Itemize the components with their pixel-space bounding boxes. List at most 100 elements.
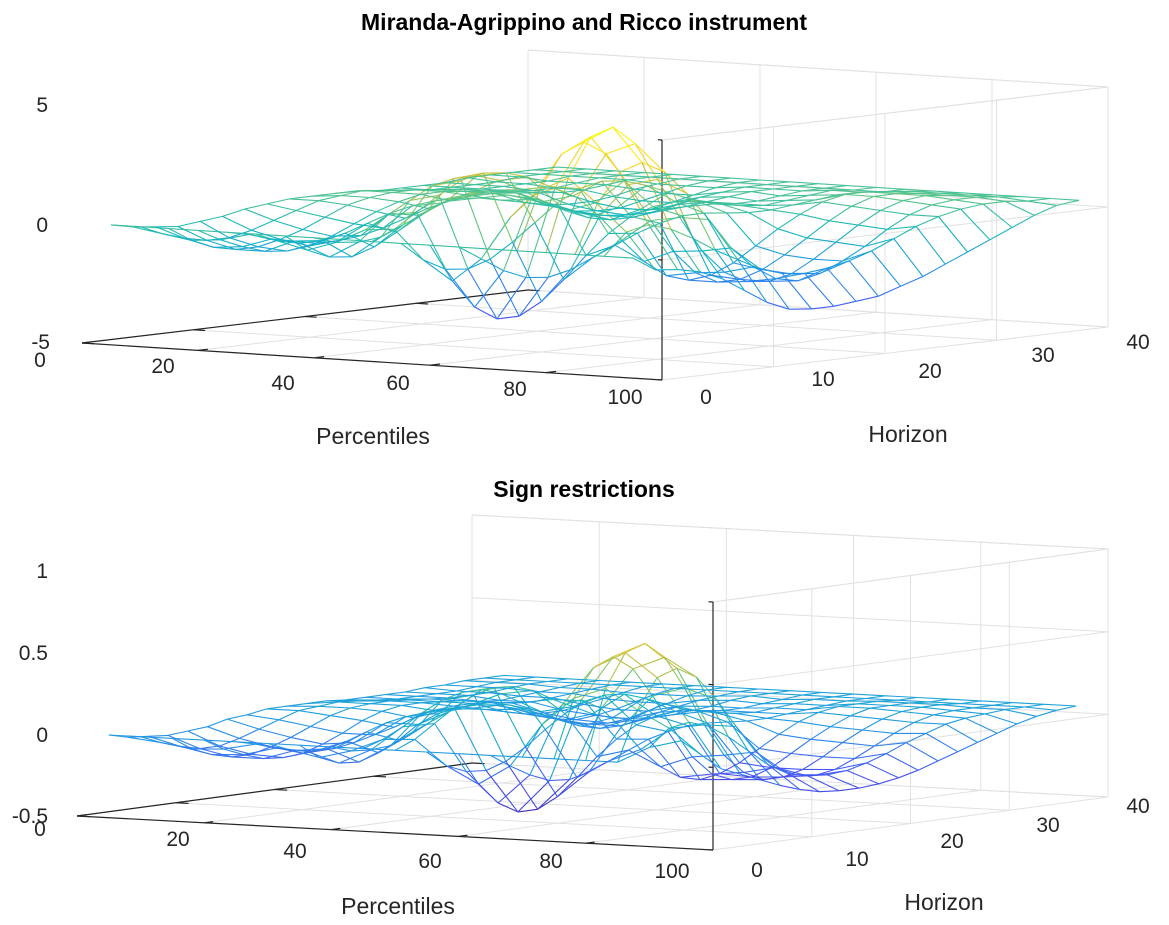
mesh-line xyxy=(969,194,999,198)
mesh-line xyxy=(842,250,872,262)
mesh-line xyxy=(713,203,743,207)
mesh-line xyxy=(882,190,912,193)
mesh-line xyxy=(329,241,359,258)
mesh-line xyxy=(848,260,879,297)
mesh-line xyxy=(1049,197,1080,201)
mesh-line xyxy=(606,143,636,155)
mesh-line xyxy=(825,700,847,706)
mesh-line xyxy=(654,687,675,695)
mesh-line xyxy=(612,188,636,198)
mesh-line xyxy=(414,738,447,767)
mesh-line xyxy=(487,190,517,194)
x-origin-label: 0 xyxy=(34,349,46,372)
mesh-line xyxy=(711,771,744,775)
mesh-line xyxy=(889,702,910,707)
mesh-line xyxy=(937,751,958,762)
mesh-line xyxy=(757,199,787,202)
mesh-line xyxy=(592,172,622,176)
mesh-line xyxy=(835,224,859,243)
mesh-line xyxy=(991,194,1022,198)
mesh-line xyxy=(681,215,712,276)
mesh-line xyxy=(448,694,469,699)
mesh-line xyxy=(838,705,871,709)
mesh-line xyxy=(467,268,498,320)
mesh-line xyxy=(799,788,820,793)
mesh-line xyxy=(599,184,629,217)
mesh-line xyxy=(400,187,430,191)
mesh-line xyxy=(378,189,408,192)
mesh-line xyxy=(541,170,564,175)
mesh-line xyxy=(628,738,649,751)
mesh-line xyxy=(680,773,713,778)
mesh-line xyxy=(203,739,225,750)
mesh-line xyxy=(426,751,459,755)
mesh-line xyxy=(361,710,383,722)
mesh-line xyxy=(710,262,734,276)
mesh-line xyxy=(596,738,617,758)
mesh-line xyxy=(496,176,520,183)
mesh-line xyxy=(691,705,712,712)
mesh-line xyxy=(474,184,504,187)
mesh-line xyxy=(865,697,898,701)
mesh-line xyxy=(444,684,477,688)
mesh-line xyxy=(529,705,563,776)
mesh-line xyxy=(570,175,600,179)
mesh-line xyxy=(921,706,954,712)
mesh-line xyxy=(717,281,747,283)
mesh-line xyxy=(786,711,819,715)
mesh-line xyxy=(632,656,665,670)
mesh-line xyxy=(278,240,308,251)
mesh-line xyxy=(244,203,268,210)
mesh-line xyxy=(610,216,633,221)
mesh-line xyxy=(784,254,814,260)
y-tick-mark xyxy=(373,775,387,778)
mesh-line xyxy=(687,725,721,774)
mesh-line xyxy=(634,143,665,173)
mesh-line xyxy=(744,183,767,188)
x-tick-mark xyxy=(458,834,468,837)
mesh-line xyxy=(921,704,942,708)
mesh-line xyxy=(810,738,843,744)
mesh-line xyxy=(777,213,801,230)
mesh-line xyxy=(266,203,297,212)
mesh-line xyxy=(458,246,489,250)
mesh-line xyxy=(490,174,520,178)
mesh-line xyxy=(660,756,693,768)
mesh-line xyxy=(626,224,649,233)
mesh-line xyxy=(864,238,895,247)
mesh-line xyxy=(306,701,339,705)
mesh-line xyxy=(398,193,422,203)
mesh-line xyxy=(911,190,941,194)
mesh-line xyxy=(897,699,930,703)
mesh-line xyxy=(648,224,672,230)
mesh-line xyxy=(576,719,608,724)
mesh-line xyxy=(833,693,854,698)
mesh-line xyxy=(688,279,718,283)
mesh-line xyxy=(760,779,781,786)
mesh-line xyxy=(177,220,201,228)
mesh-line xyxy=(366,731,399,741)
mesh-line xyxy=(998,196,1028,202)
mesh-line xyxy=(783,768,804,778)
mesh-line xyxy=(517,808,538,813)
mesh-line xyxy=(672,251,696,274)
mesh-line xyxy=(757,195,781,202)
mesh-line xyxy=(251,229,281,240)
mesh-line xyxy=(862,729,895,734)
mesh-line xyxy=(354,734,375,744)
mesh-line xyxy=(600,717,633,729)
mesh-line xyxy=(476,686,509,689)
mesh-line xyxy=(647,705,680,712)
mesh-line xyxy=(800,213,830,222)
mesh-line xyxy=(915,226,946,265)
mesh-line xyxy=(938,216,968,253)
mesh-line xyxy=(404,691,437,695)
mesh-line xyxy=(778,721,799,735)
mesh-line xyxy=(628,184,652,221)
mesh-line xyxy=(425,178,455,213)
mesh-line xyxy=(331,223,355,237)
mesh-line xyxy=(674,685,695,689)
mesh-line xyxy=(532,187,555,192)
mesh-line xyxy=(424,687,457,692)
mesh-line xyxy=(806,705,839,711)
